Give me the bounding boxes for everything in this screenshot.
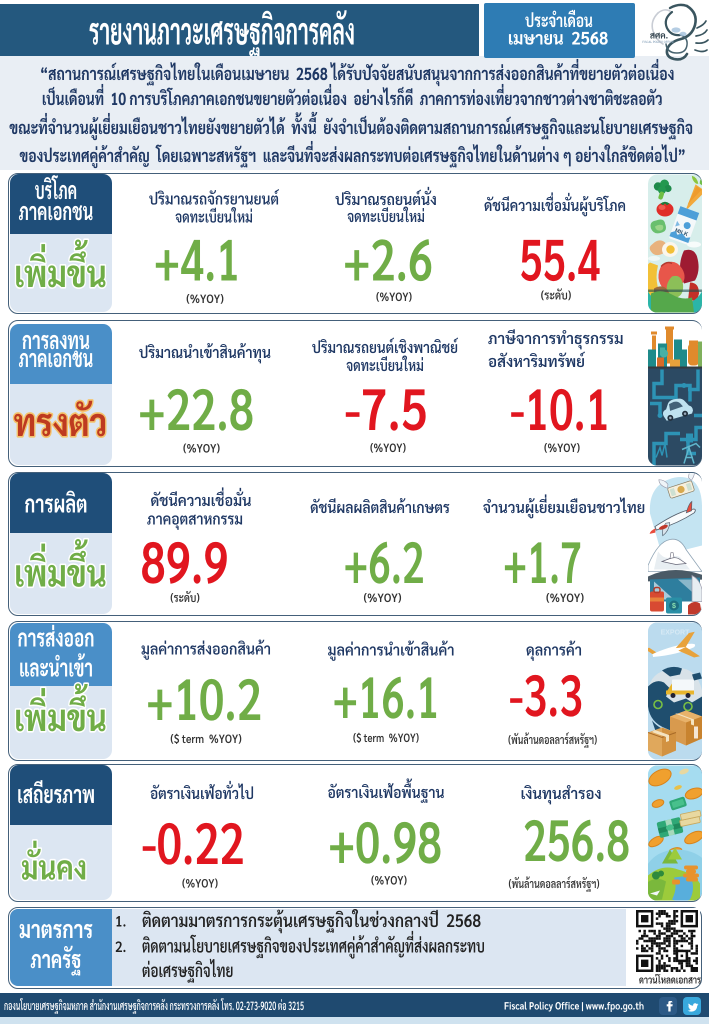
svg-text:MILK: MILK <box>674 228 689 238</box>
svg-text:$: $ <box>672 603 676 610</box>
svg-text:EXPORT: EXPORT <box>661 630 691 637</box>
